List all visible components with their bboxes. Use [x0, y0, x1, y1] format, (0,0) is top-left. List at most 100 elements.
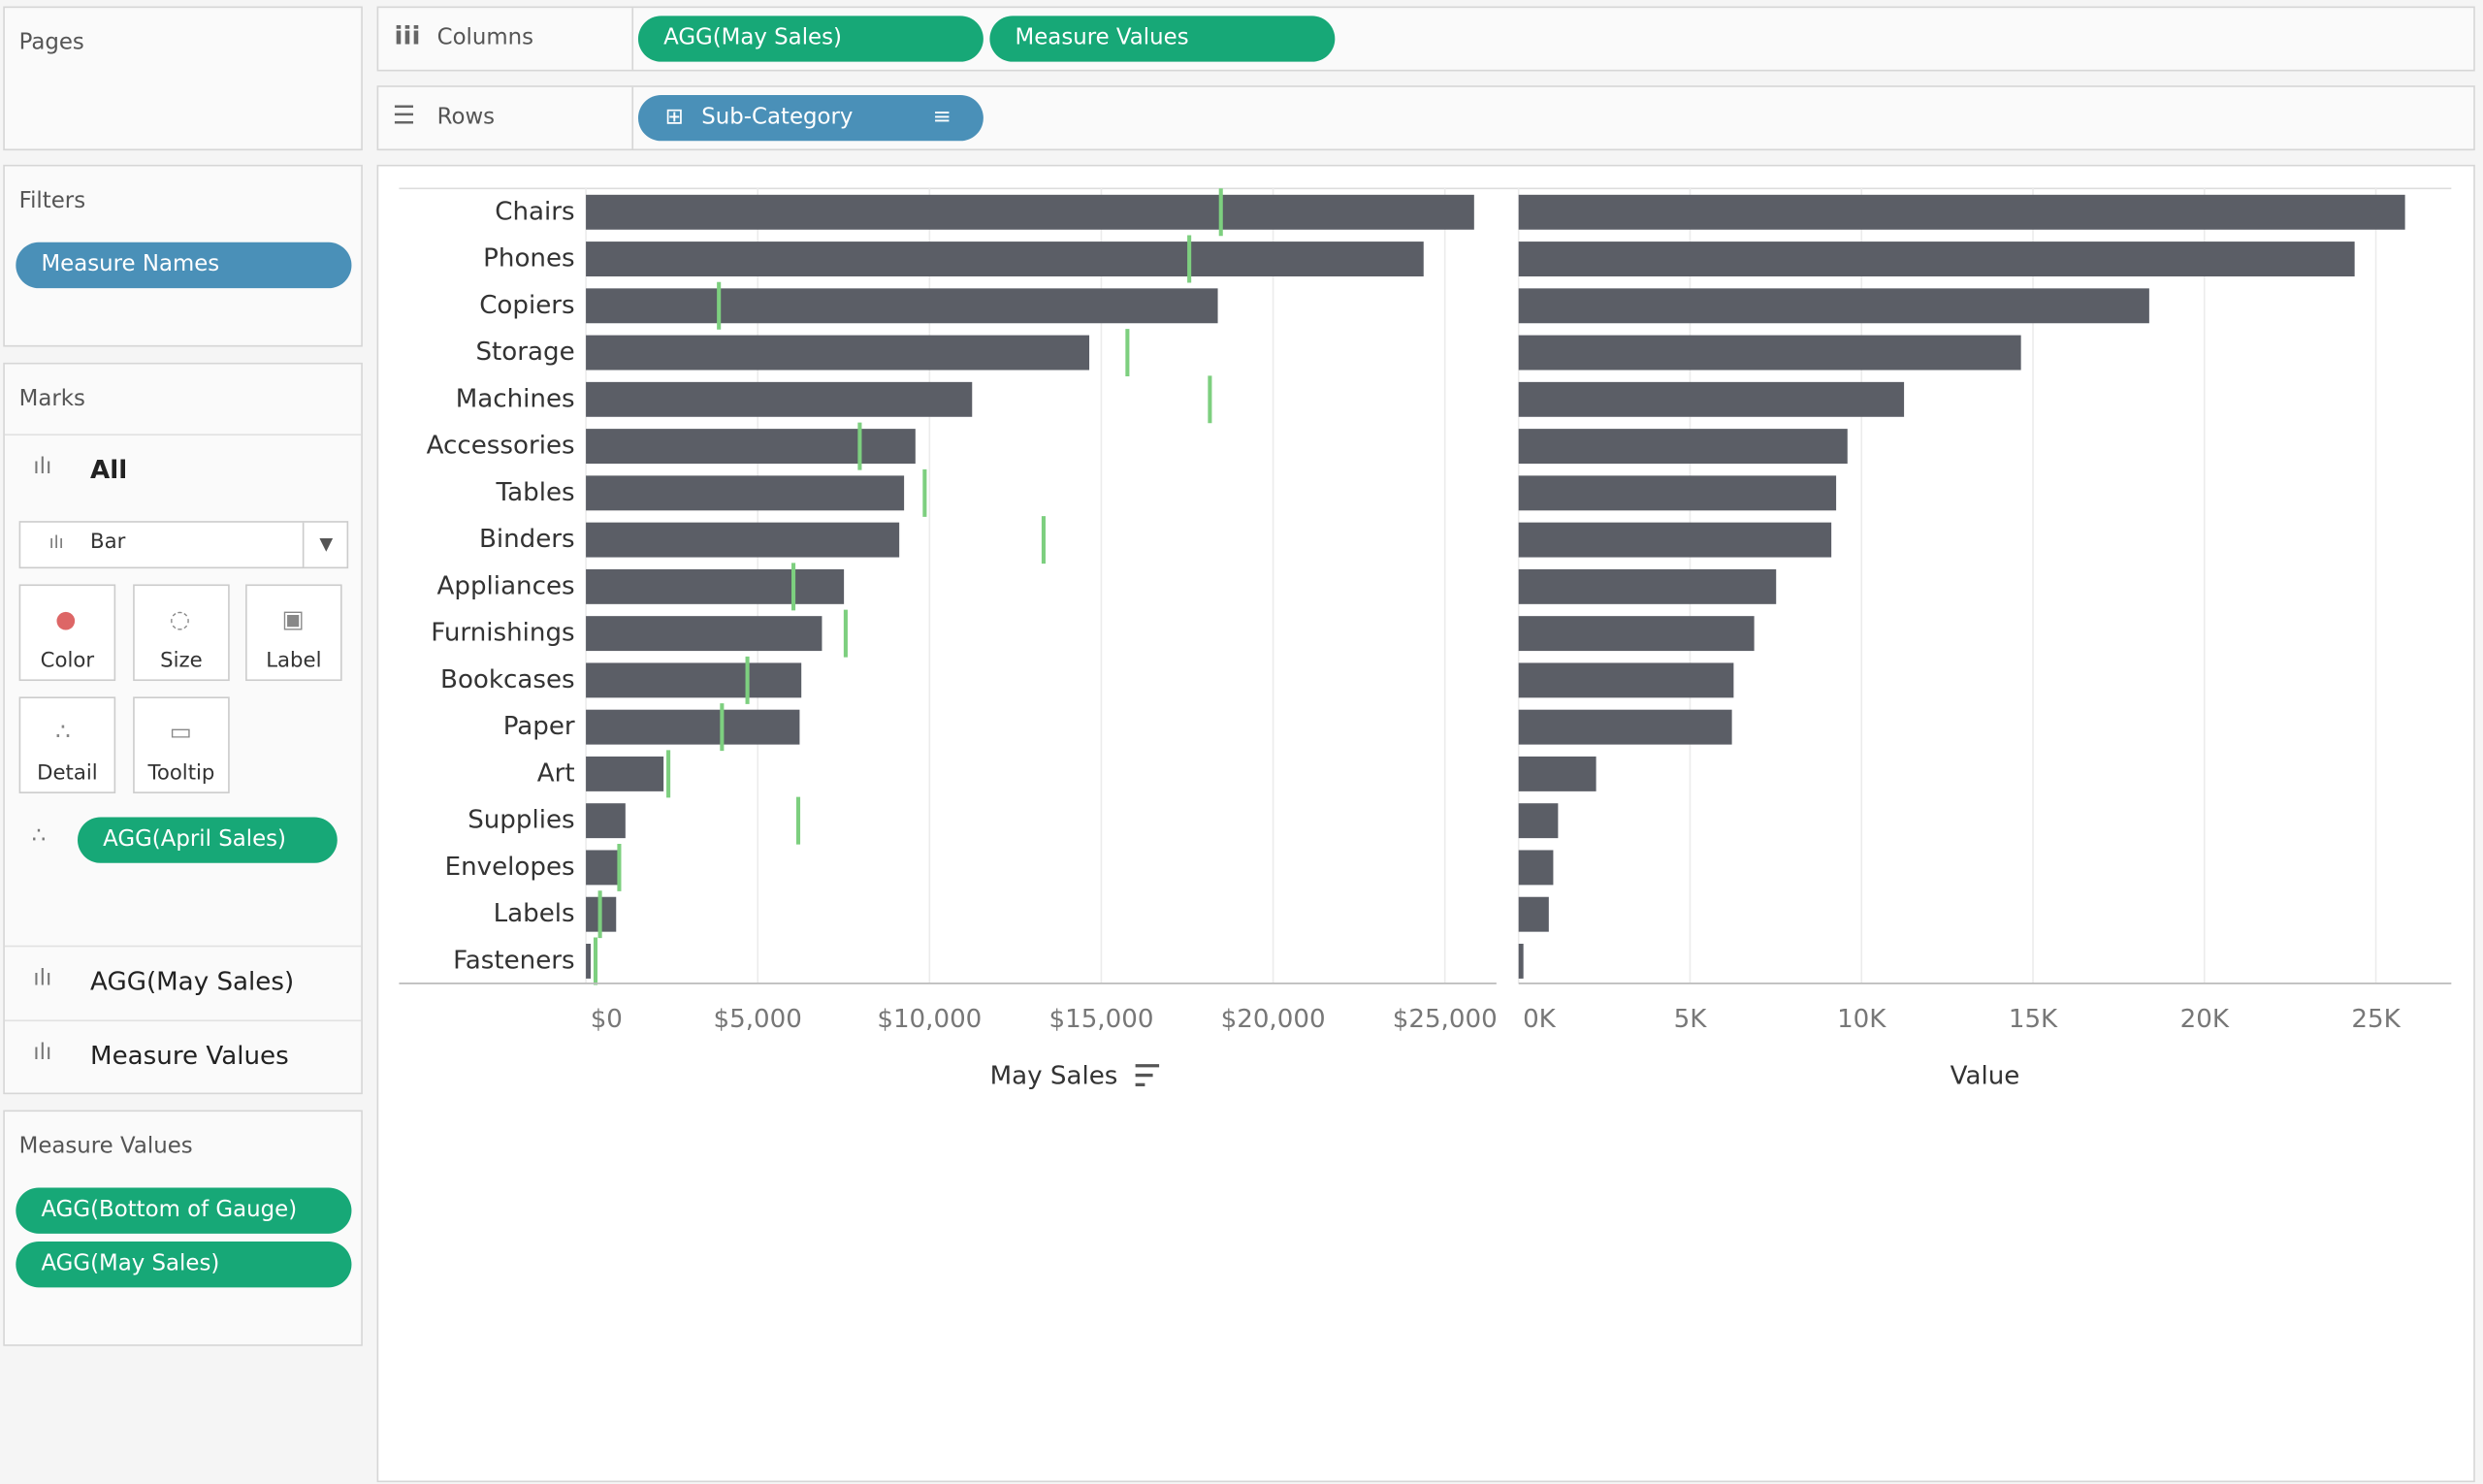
shelf-pill[interactable]: Measure Values	[989, 16, 1336, 62]
detail-icon: ∴	[31, 823, 47, 850]
bar	[586, 662, 802, 698]
bar	[1518, 756, 1596, 791]
detail-pill[interactable]: AGG(April Sales)	[77, 817, 338, 863]
card-title: Pages	[18, 30, 84, 56]
row-label: Paper	[503, 712, 575, 741]
marks-section-row[interactable]: ılı AGG(May Sales)	[4, 945, 362, 1021]
section-label: AGG(May Sales)	[90, 965, 295, 996]
row-label: Appliances	[437, 571, 575, 600]
row-label: Accessories	[427, 432, 575, 461]
rows-shelf: ☰ Rows ⊞ Sub-Category ≡	[376, 85, 2475, 151]
bar	[1518, 429, 1848, 465]
bar	[586, 288, 1218, 324]
mark-type: Bar	[90, 530, 126, 555]
bar	[1518, 335, 2021, 371]
button-label: Label	[266, 649, 322, 673]
bar-icon: ılı	[33, 965, 52, 992]
marks-section-row[interactable]: ılı Measure Values	[4, 1019, 362, 1095]
mark-type-dropdown[interactable]: ılı Bar ▼	[18, 521, 349, 569]
marks-card: Marks ılı All ılı Bar ▼ ● Color ◌ Size ▣ La…	[3, 362, 363, 1095]
label-button[interactable]: ▣ Label	[245, 584, 342, 682]
detail-button[interactable]: ∴ Detail	[18, 696, 116, 793]
bar	[1518, 943, 1524, 979]
shelf-header: ☰ Rows	[378, 86, 634, 149]
rows-icon: ☰	[392, 99, 416, 130]
row-label: Phones	[483, 244, 574, 274]
row-label: Furnishings	[431, 619, 574, 648]
row-label: Chairs	[495, 197, 574, 226]
bar	[1518, 194, 2405, 230]
section-label: Measure Values	[90, 1040, 289, 1071]
bar	[586, 475, 905, 511]
bar	[586, 522, 900, 558]
x-tick-label: $25,000	[1393, 1005, 1498, 1034]
pill-label: Sub-Category	[701, 104, 854, 130]
axis-title: Value	[1951, 1062, 2020, 1091]
measure-pill[interactable]: AGG(Bottom of Gauge)	[16, 1187, 352, 1234]
shelf-header: iii Columns	[378, 8, 634, 70]
columns-icon: iii	[394, 20, 421, 51]
row-label: Storage	[475, 338, 574, 367]
x-tick-label: $5,000	[714, 1005, 802, 1034]
x-tick-label: 0K	[1523, 1005, 1557, 1034]
shelf-label: Rows	[436, 104, 496, 130]
x-tick-label: 15K	[2009, 1005, 2058, 1034]
measure-pill[interactable]: AGG(May Sales)	[16, 1241, 352, 1288]
card-title: Marks	[18, 386, 85, 412]
columns-shelf: iii Columns AGG(May Sales) Measure Value…	[376, 6, 2475, 72]
bar	[1518, 288, 2149, 324]
marks-all-row[interactable]: ılı All	[4, 434, 362, 509]
bar-icon: ılı	[33, 454, 52, 480]
bar	[586, 194, 1474, 230]
filter-pill[interactable]: Measure Names	[16, 242, 352, 289]
x-tick-label: 5K	[1674, 1005, 1708, 1034]
bar	[1518, 850, 1554, 886]
row-label: Copiers	[479, 291, 574, 320]
row-label: Labels	[494, 899, 575, 928]
color-button[interactable]: ● Color	[18, 584, 116, 682]
row-label: Supplies	[468, 806, 574, 835]
bar	[1518, 475, 1837, 511]
bar	[1518, 709, 1732, 745]
bar	[586, 850, 621, 886]
bar	[586, 429, 916, 465]
bar	[1518, 381, 1905, 417]
row-label: Binders	[479, 525, 575, 554]
measure-values-card: Measure Values AGG(Bottom of Gauge) AGG(…	[3, 1110, 363, 1346]
bar-icon: ılı	[33, 1040, 52, 1066]
x-tick-label: $20,000	[1221, 1005, 1326, 1034]
bar-icon: ılı	[48, 532, 64, 553]
expand-icon: ⊞	[664, 104, 684, 130]
bar	[586, 616, 822, 652]
bar	[1518, 662, 1734, 698]
row-label: Envelopes	[445, 853, 575, 882]
bar	[586, 335, 1090, 371]
bar	[1518, 616, 1755, 652]
shelf-pill[interactable]: AGG(May Sales)	[637, 16, 984, 62]
row-label: Machines	[456, 384, 575, 413]
bar	[1518, 242, 2355, 276]
bar	[1518, 522, 1832, 558]
bar	[586, 709, 800, 745]
x-tick-label: 25K	[2351, 1005, 2401, 1034]
bar	[1518, 896, 1549, 932]
button-label: Tooltip	[147, 761, 215, 786]
card-title: Measure Values	[18, 1133, 193, 1160]
size-button[interactable]: ◌ Size	[133, 584, 230, 682]
x-tick-label: $0	[591, 1005, 623, 1034]
bar	[586, 381, 973, 417]
row-label: Bookcases	[440, 665, 575, 694]
bar	[586, 756, 664, 791]
bar	[586, 568, 845, 604]
row-label: Art	[537, 758, 575, 788]
bar	[586, 803, 626, 839]
shelf-pill[interactable]: ⊞ Sub-Category ≡	[637, 94, 984, 142]
bar	[586, 242, 1424, 276]
sort-indicator[interactable]	[1135, 1064, 1160, 1086]
tooltip-button[interactable]: ▭ Tooltip	[133, 696, 230, 793]
x-tick-label: 20K	[2180, 1005, 2230, 1034]
button-label: Detail	[37, 761, 98, 786]
x-tick-label: $10,000	[877, 1005, 982, 1034]
